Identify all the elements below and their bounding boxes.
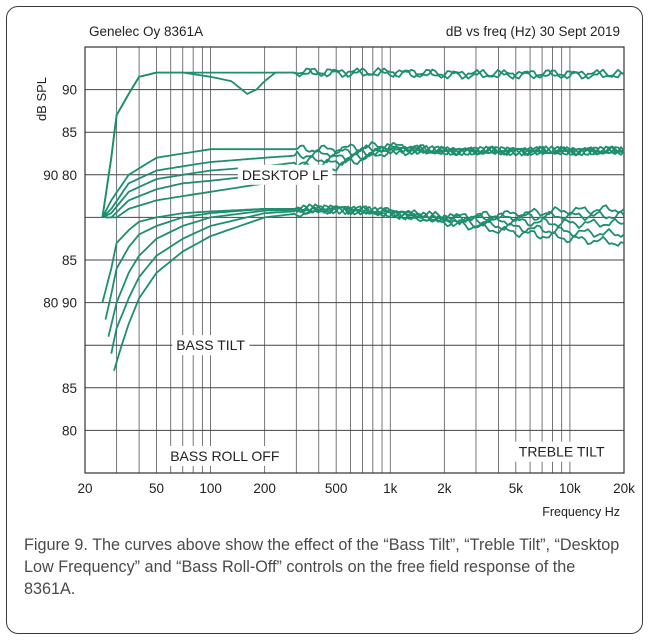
annotation-background: [166, 445, 284, 466]
response-curve-bass_rolloff_treble_tilt: [107, 204, 625, 337]
y-tick-label: 85: [62, 125, 77, 140]
response-curve-bass_tilt: [105, 145, 625, 219]
response-curve-desktop_lf: [101, 67, 625, 218]
y-tick-label: 85: [62, 381, 77, 396]
y-tick-label: 80 90: [43, 296, 77, 311]
x-tick-label: 2k: [437, 481, 452, 496]
response-curve-desktop_lf: [101, 67, 625, 218]
x-tick-label: 10k: [559, 481, 581, 496]
x-tick-label: 20k: [613, 481, 635, 496]
curve-annotation: BASS TILT: [176, 337, 245, 353]
annotation-background: [237, 164, 333, 185]
chart-header-left: Genelec Oy 8361A: [89, 24, 203, 39]
x-tick-label: 50: [149, 481, 164, 496]
y-tick-label: 80: [62, 423, 77, 438]
figure-caption: Figure 9. The curves above show the effe…: [24, 536, 620, 598]
x-axis-label: Frequency Hz: [542, 505, 620, 519]
response-curve-bass_rolloff_treble_tilt: [110, 205, 625, 354]
x-tick-label: 100: [199, 481, 222, 496]
response-curve-bass_tilt: [102, 145, 625, 219]
x-tick-label: 5k: [509, 481, 524, 496]
chart-header-right: dB vs freq (Hz) 30 Sept 2019: [446, 24, 620, 39]
annotation-background: [172, 335, 250, 356]
x-tick-label: 500: [325, 481, 348, 496]
x-tick-label: 20: [77, 481, 92, 496]
curve-annotation: BASS ROLL OFF: [170, 448, 279, 464]
y-tick-label: 90: [62, 83, 77, 98]
response-curve-bass_rolloff_treble_tilt: [113, 205, 625, 372]
x-tick-label: 200: [253, 481, 276, 496]
response-curve-bass_tilt: [101, 143, 625, 219]
plot-border: [84, 46, 625, 474]
y-tick-label: 90 80: [43, 168, 77, 183]
curve-annotation: TREBLE TILT: [519, 444, 605, 460]
annotation-background: [514, 441, 610, 462]
curve-annotation: DESKTOP LF: [242, 167, 329, 183]
x-tick-label: 1k: [383, 481, 398, 496]
y-tick-label: 85: [62, 253, 77, 268]
response-curve-bass_tilt: [105, 144, 624, 219]
frequency-response-chart: 90 85 90 80 85 80 90 85 80 20 50 100 200 500 1k 2k 5k 1…: [34, 24, 635, 519]
y-axis-label: dB SPL: [34, 77, 49, 121]
